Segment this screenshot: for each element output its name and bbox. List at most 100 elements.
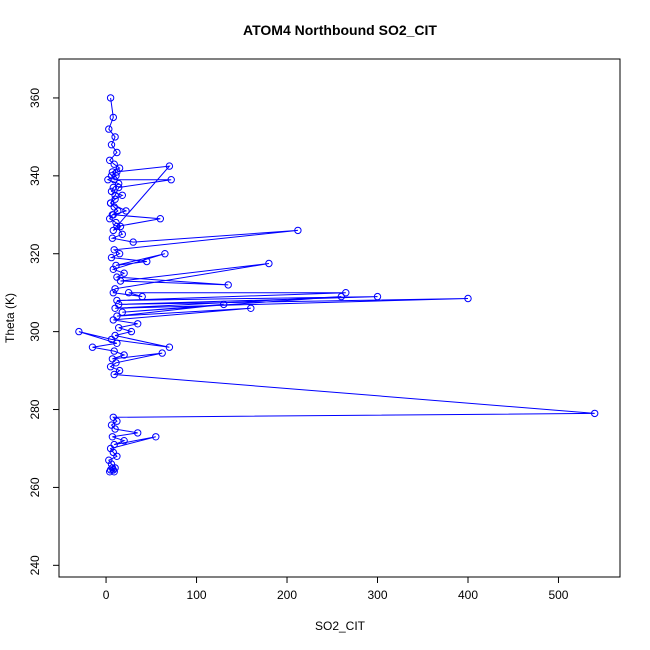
data-point	[110, 370, 118, 379]
data-point	[115, 183, 123, 192]
data-point	[112, 218, 120, 227]
y-tick-label: 340	[28, 166, 42, 186]
data-point	[115, 179, 123, 188]
x-tick-label: 400	[458, 588, 478, 602]
x-axis-label: SO2_CIT	[315, 619, 366, 633]
y-tick-label: 240	[28, 555, 42, 575]
x-tick-label: 300	[367, 588, 387, 602]
plot-area-frame	[58, 58, 621, 578]
data-point	[265, 259, 273, 268]
data-point	[115, 366, 124, 375]
data-point	[125, 289, 133, 297]
y-tick-label: 320	[28, 243, 42, 263]
x-tick-label: 500	[548, 588, 568, 602]
data-point	[107, 335, 116, 344]
data-point	[134, 429, 142, 437]
data-point	[111, 304, 119, 312]
data-point	[165, 162, 174, 170]
data-point	[109, 265, 118, 273]
data-point	[158, 349, 166, 357]
data-point	[108, 433, 117, 441]
data-point	[134, 320, 142, 328]
data-point	[111, 133, 119, 141]
data-point	[118, 230, 127, 239]
data-point	[113, 168, 121, 176]
data-point	[224, 281, 232, 289]
data-point	[165, 343, 174, 351]
data-point	[464, 294, 472, 303]
y-tick-label: 360	[28, 88, 42, 108]
x-tick-label: 100	[187, 588, 207, 602]
x-tick-label: 200	[277, 588, 297, 602]
data-point	[113, 296, 121, 305]
data-point	[138, 292, 146, 301]
data-point	[111, 195, 119, 203]
data-point	[109, 183, 118, 192]
data-point	[118, 308, 127, 316]
y-axis: 240 260 280 300 320 340 360	[28, 88, 60, 575]
data-point	[111, 425, 119, 433]
data-point	[112, 172, 120, 180]
data-point	[106, 199, 115, 207]
data-point	[115, 250, 124, 258]
data-point	[591, 409, 599, 418]
data-point	[108, 464, 117, 472]
data-point	[113, 148, 121, 157]
data-point	[116, 277, 125, 285]
data-point	[294, 226, 302, 235]
data-point	[127, 327, 136, 336]
data-point	[108, 234, 117, 242]
y-tick-label: 280	[28, 399, 42, 419]
data-point	[118, 191, 127, 200]
data-point	[247, 304, 255, 312]
data-point	[161, 250, 169, 258]
data-point	[75, 327, 83, 336]
data-point	[109, 289, 118, 297]
x-tick-label: 0	[103, 588, 110, 602]
data-point	[110, 347, 118, 355]
data-point	[122, 207, 130, 215]
data-point	[152, 433, 160, 441]
data-point	[116, 222, 125, 231]
y-tick-label: 300	[28, 321, 42, 341]
data-point	[167, 176, 175, 184]
data-point	[113, 452, 121, 460]
data-point	[114, 207, 122, 215]
data-point	[110, 246, 118, 254]
data-point	[120, 269, 128, 277]
data-point	[373, 292, 382, 301]
data-point	[120, 351, 128, 359]
data-point	[107, 141, 116, 149]
data-point	[156, 215, 165, 223]
data-point	[111, 285, 119, 293]
data-point	[111, 191, 119, 200]
data-point	[106, 363, 115, 371]
data-point	[220, 300, 228, 309]
data-point	[109, 316, 118, 324]
data-point	[109, 211, 118, 219]
data-point	[110, 468, 118, 476]
data-point	[106, 94, 115, 102]
data-point	[143, 257, 151, 266]
data-point	[129, 238, 137, 246]
x-axis: 0 100 200 300 400 500	[103, 576, 569, 602]
data-point	[105, 125, 113, 133]
data-point	[112, 359, 120, 367]
data-point	[111, 464, 119, 472]
data-point	[113, 222, 121, 231]
data-point	[113, 339, 121, 347]
data-point	[113, 417, 121, 425]
data-point	[120, 437, 128, 445]
data-point	[115, 324, 123, 332]
data-point	[106, 466, 115, 474]
data-point	[337, 292, 345, 301]
data-point	[109, 113, 118, 122]
data-point	[88, 343, 97, 351]
y-tick-label: 260	[28, 477, 42, 497]
plot-layer	[75, 94, 599, 476]
series-line	[78, 97, 595, 473]
data-point	[110, 176, 118, 184]
data-point	[110, 160, 118, 168]
y-axis-label: Theta (K)	[3, 293, 17, 343]
